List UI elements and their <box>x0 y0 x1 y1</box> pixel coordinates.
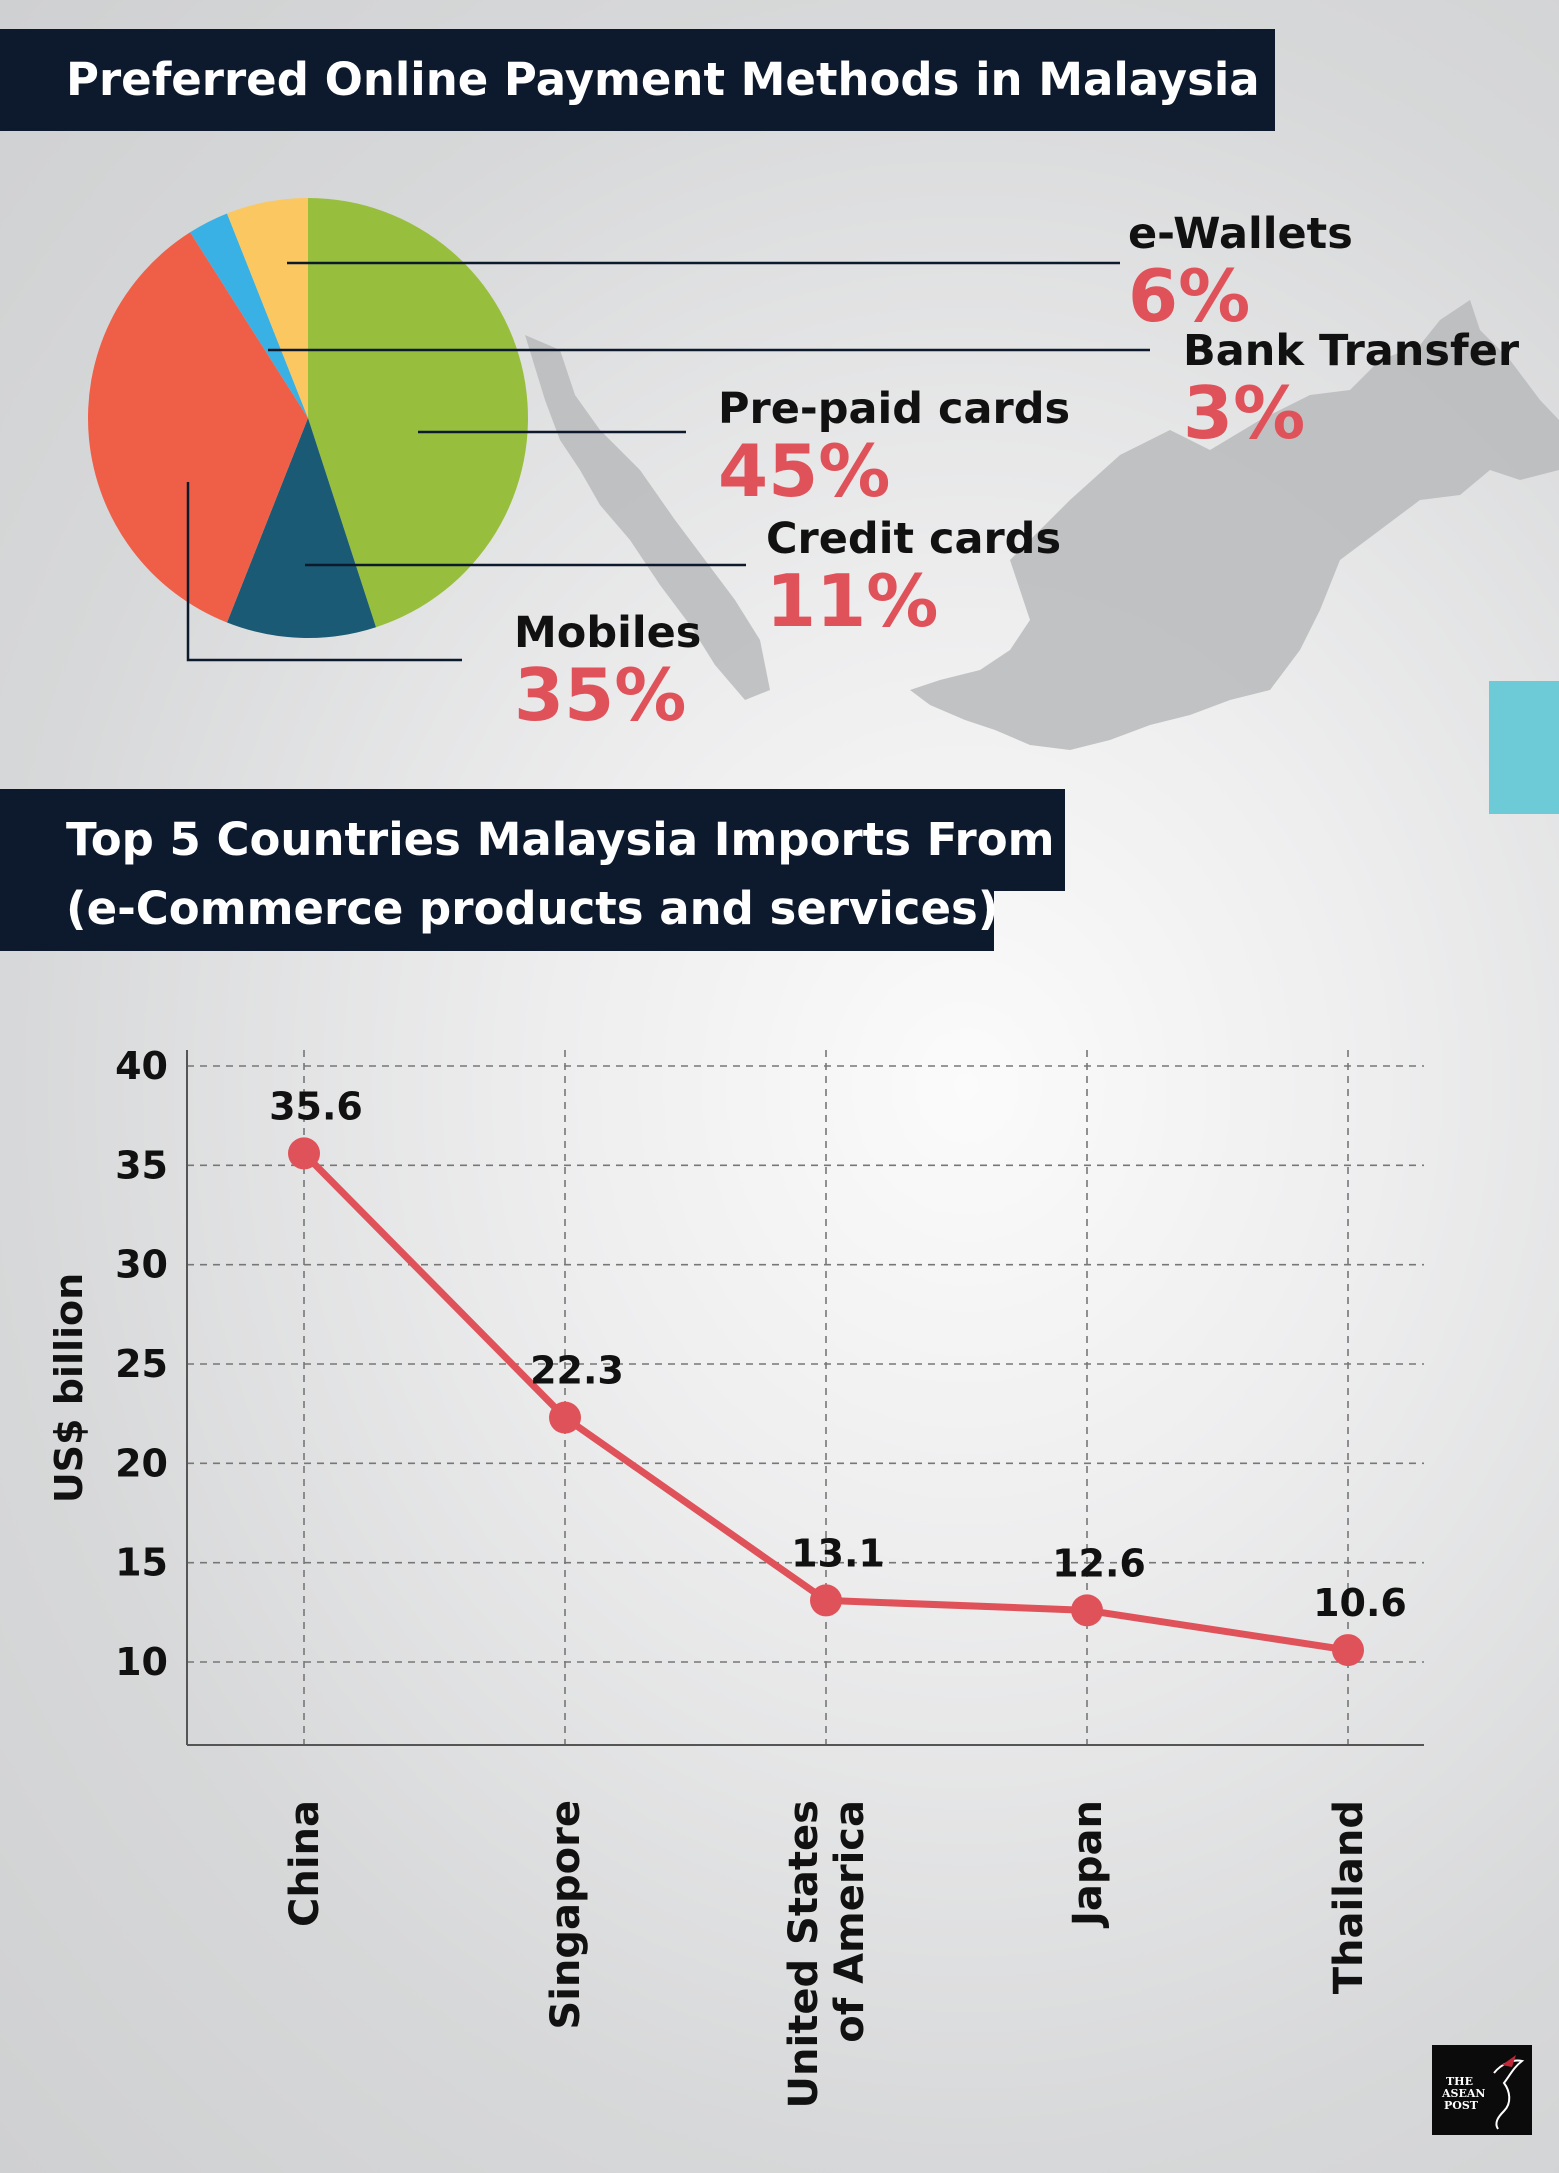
pie-leader-lines <box>186 261 1150 662</box>
svg-text:ASEAN: ASEAN <box>1441 2087 1485 2100</box>
y-tick-15: 15 <box>115 1541 168 1585</box>
line-chart-title-line2: (e-Commerce products and services) <box>0 886 998 951</box>
pie-slice-credit-cards <box>227 418 376 638</box>
y-tick-35: 35 <box>115 1143 168 1187</box>
x-tick-singapore: Singapore <box>543 1800 589 2030</box>
data-point-china <box>288 1137 320 1170</box>
pie-chart <box>87 198 528 638</box>
y-tick-10: 10 <box>115 1640 168 1684</box>
data-label-thailand: 10.6 <box>1313 1581 1407 1625</box>
svg-text:THE: THE <box>1446 2075 1473 2088</box>
data-label-china: 35.6 <box>269 1084 363 1128</box>
x-tick-labels: China Singapore United States of America Jap… <box>282 1800 1372 2108</box>
x-tick-line: United States <box>781 1800 827 2108</box>
chart-grid <box>187 1050 1424 1745</box>
accent-block <box>1489 681 1559 814</box>
the-asean-post-logo: THE ASEAN POST <box>1432 2045 1532 2135</box>
label-prepaid-cards-name: Pre-paid cards <box>718 384 1070 434</box>
label-mobiles-value: 35% <box>514 653 686 737</box>
data-label-japan: 12.6 <box>1052 1541 1146 1585</box>
label-ewallets-name: e-Wallets <box>1128 209 1353 259</box>
svg-text:POST: POST <box>1444 2099 1479 2112</box>
data-point-singapore <box>549 1401 581 1434</box>
x-tick-japan: Japan <box>1065 1800 1111 1929</box>
label-prepaid-cards-value: 45% <box>718 429 890 513</box>
label-ewallets-value: 6% <box>1128 254 1250 338</box>
x-tick-line: China <box>282 1800 328 1927</box>
pie-slice-mobiles <box>87 232 308 623</box>
label-mobiles-name: Mobiles <box>514 608 701 658</box>
data-point-united-states-of-america <box>810 1584 842 1617</box>
series-line: 35.6 22.3 13.1 12.6 10.6 <box>269 1084 1407 1667</box>
pie-labels: e-Wallets 6% Bank Transfer 3% Pre-paid c… <box>514 209 1520 737</box>
y-tick-40: 40 <box>115 1044 168 1088</box>
x-tick-line: Thailand <box>1326 1800 1372 1994</box>
label-bank-transfer-value: 3% <box>1183 371 1305 455</box>
x-tick-line: of America <box>827 1800 873 2043</box>
pie-chart-title: Preferred Online Payment Methods in Mala… <box>0 29 1275 131</box>
x-tick-united-states-of-america: United States of America <box>781 1800 873 2108</box>
pie-slice-bank-transfer <box>190 213 308 418</box>
data-point-thailand <box>1332 1634 1364 1667</box>
x-tick-china: China <box>282 1800 328 1927</box>
y-axis-label: US$ billion <box>47 1273 91 1503</box>
label-bank-transfer-name: Bank Transfer <box>1183 326 1520 376</box>
data-label-united-states-of-america: 13.1 <box>791 1531 885 1575</box>
label-credit-cards-value: 11% <box>766 559 938 643</box>
label-credit-cards-name: Credit cards <box>766 514 1061 564</box>
line-chart: 10 15 20 25 30 35 40 US$ billion 35.6 22.3 13.1 1… <box>47 1044 1424 2108</box>
line-chart-title-line1: Top 5 Countries Malaysia Imports From <box>0 789 1065 891</box>
y-tick-30: 30 <box>115 1243 168 1287</box>
y-tick-25: 25 <box>115 1342 168 1386</box>
pie-slice-pre-paid-cards <box>308 198 528 628</box>
x-tick-thailand: Thailand <box>1326 1800 1372 1994</box>
pie-slice-e-wallets <box>227 198 308 418</box>
y-tick-labels: 10 15 20 25 30 35 40 <box>115 1044 168 1684</box>
y-tick-20: 20 <box>115 1441 168 1485</box>
malaysia-map <box>525 300 1559 750</box>
x-tick-line: Singapore <box>543 1800 589 2030</box>
leader-line-mobiles <box>186 482 462 662</box>
x-tick-line: Japan <box>1065 1800 1111 1929</box>
data-label-singapore: 22.3 <box>530 1349 624 1393</box>
data-point-japan <box>1071 1594 1103 1627</box>
